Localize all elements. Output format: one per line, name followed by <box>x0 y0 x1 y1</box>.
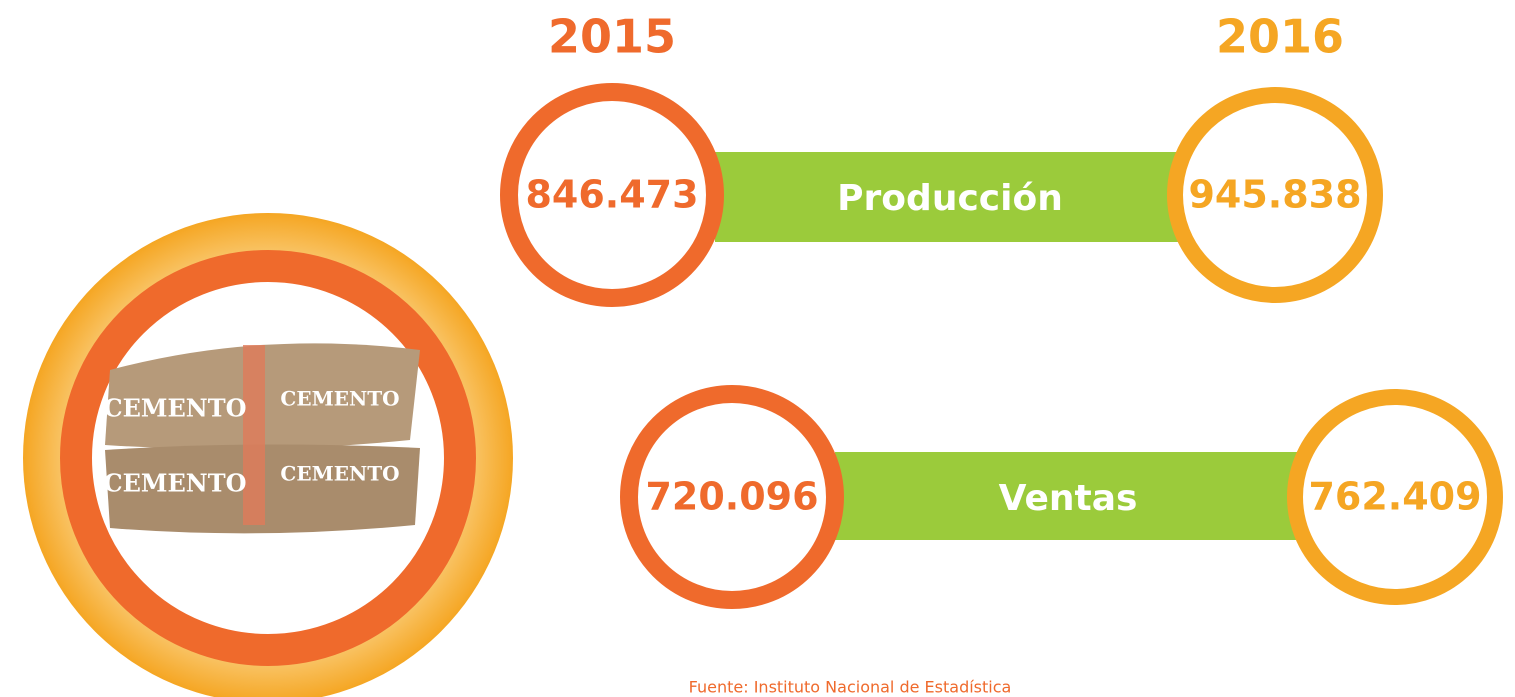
value: 762.409 <box>1308 475 1481 519</box>
value-circle <box>500 83 724 307</box>
connector-bar <box>715 152 1180 242</box>
connector-bar <box>835 452 1300 540</box>
value: 720.096 <box>645 475 818 519</box>
bag-label: CEMENTO <box>280 387 399 411</box>
row-label: Ventas <box>999 478 1138 519</box>
source-note: Fuente: Instituto Nacional de Estadístic… <box>689 678 1012 697</box>
value-circle <box>1167 87 1383 303</box>
cement-bags: CEMENTO CEMENTO CEMENTO CEMENTO <box>104 343 420 534</box>
year-label: 2015 <box>548 10 676 64</box>
row-produccion: Producción 846.473 945.838 <box>500 83 1383 307</box>
value-circle <box>1287 389 1503 605</box>
bag-label: CEMENTO <box>280 462 399 486</box>
value: 945.838 <box>1188 173 1361 217</box>
row-ventas: Ventas 720.096 762.409 <box>620 385 1503 609</box>
value-circle <box>620 385 844 609</box>
value: 846.473 <box>525 173 698 217</box>
cement-emblem: CEMENTO CEMENTO CEMENTO CEMENTO <box>23 213 513 697</box>
year-label: 2016 <box>1216 10 1344 64</box>
bag-label: CEMENTO <box>104 394 247 423</box>
bag-label: CEMENTO <box>104 469 247 498</box>
row-label: Producción <box>837 178 1063 219</box>
